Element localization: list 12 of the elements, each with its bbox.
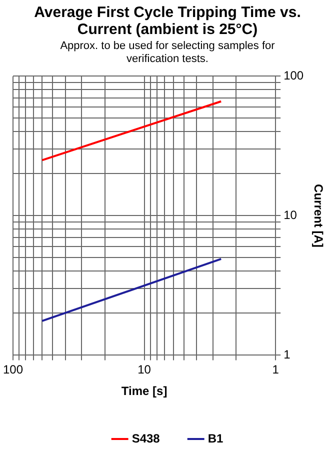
y-tick-label: 1 [284, 348, 291, 362]
legend-label: B1 [208, 431, 224, 446]
chart-subtitle: Approx. to be used for selecting samples for verification tests. [59, 40, 276, 66]
x-tick-label: 1 [272, 362, 280, 377]
y-tick-label: 100 [284, 68, 304, 83]
x-tick-label: 100 [2, 362, 24, 377]
legend-label: S438 [132, 431, 160, 446]
x-axis-title: Time [s] [121, 384, 168, 398]
x-tick-label: 10 [138, 362, 152, 377]
chart-title: Average First Cycle Tripping Time vs. Current (ambient is 25°C) [33, 4, 302, 38]
y-axis-title: Current [A] [311, 184, 326, 248]
y-tick-label: 10 [284, 208, 298, 222]
